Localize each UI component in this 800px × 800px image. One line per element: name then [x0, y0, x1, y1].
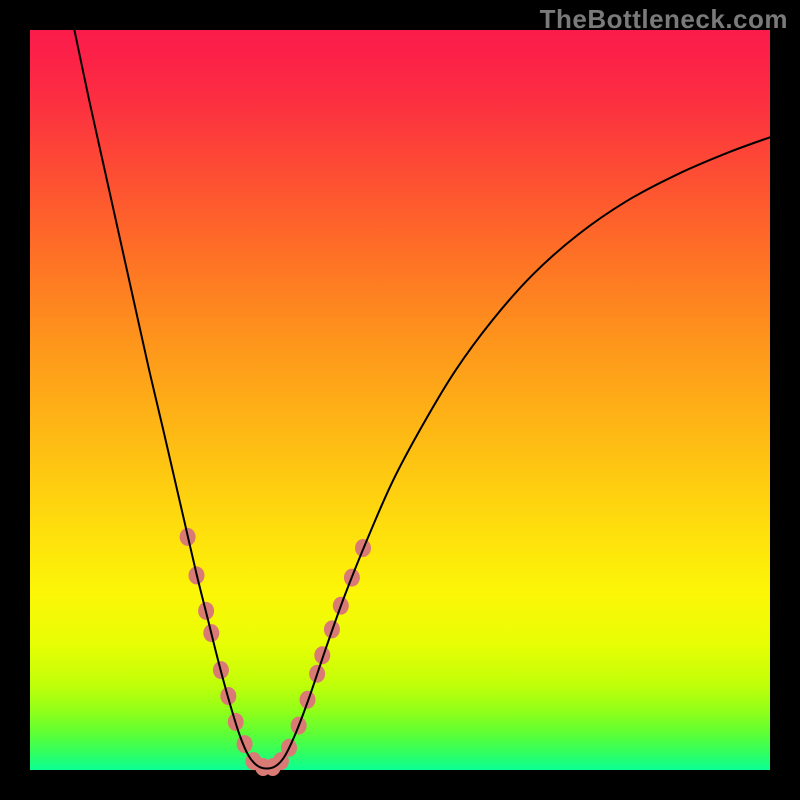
watermark-label: TheBottleneck.com: [540, 4, 788, 35]
chart-gradient-bg: [30, 30, 770, 770]
bottleneck-chart: [0, 0, 800, 800]
chart-stage: TheBottleneck.com: [0, 0, 800, 800]
highlight-dot: [237, 735, 253, 753]
